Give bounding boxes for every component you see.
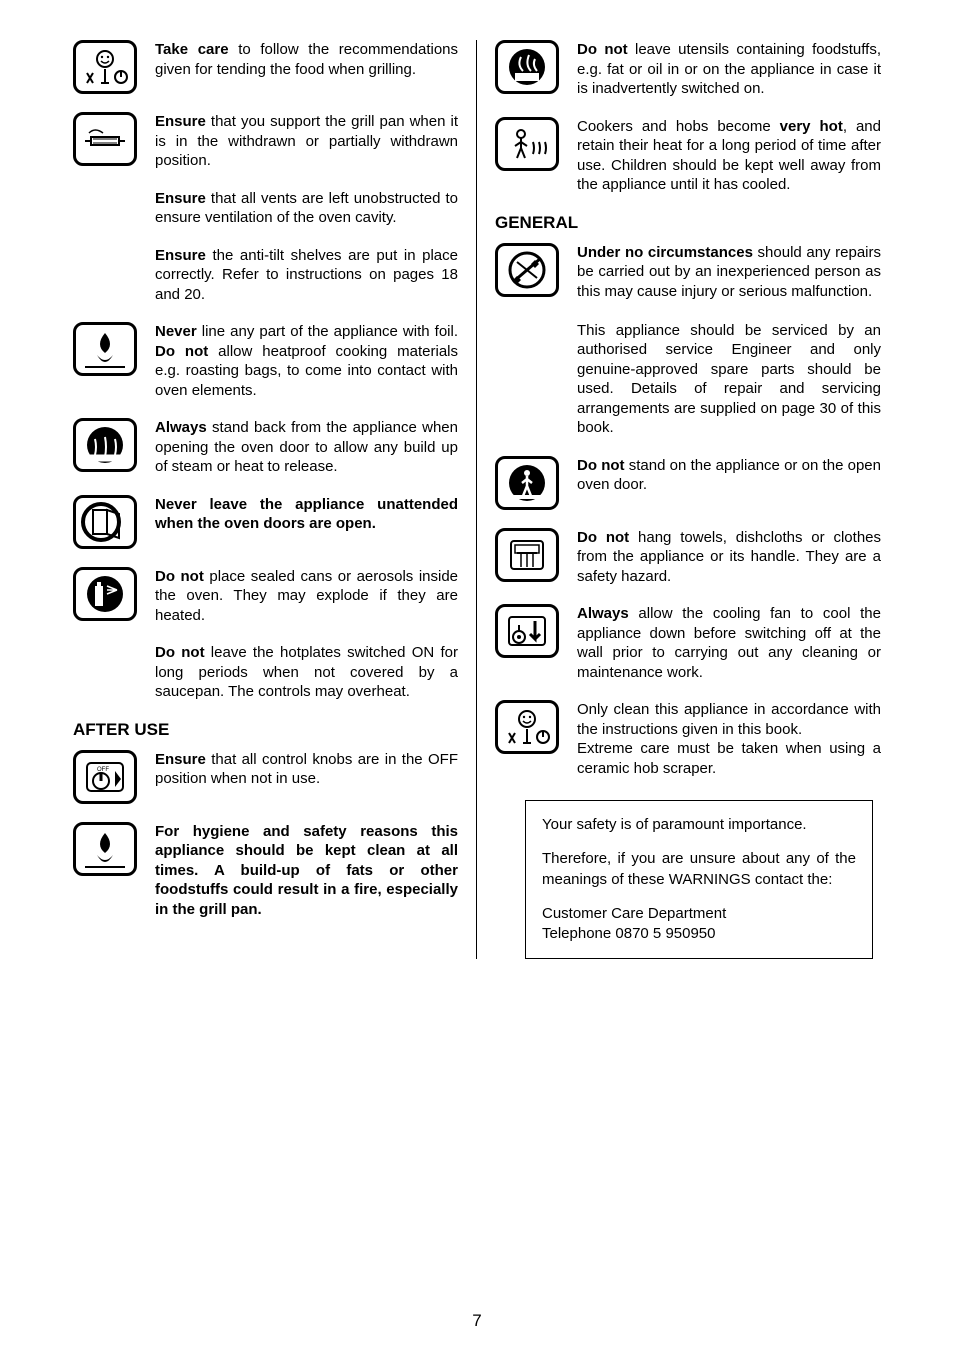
icon-box [73,495,137,549]
right-text: Do not leave utensils containing foodstu… [577,40,881,99]
left-entry: Take care to follow the recommendations … [73,40,458,94]
icon-box [495,700,559,754]
right-text: Cookers and hobs become very hot, and re… [577,117,881,195]
flame-icon [73,322,137,376]
right-column: Do not leave utensils containing foodstu… [477,40,899,959]
icon-box [73,418,137,472]
steam-icon [73,418,137,472]
page-columns: Take care to follow the recommendations … [55,40,899,959]
after-use-heading: AFTER USE [73,720,458,740]
icon-box [73,40,137,94]
left-entry: Ensure that all vents are left unobstruc… [73,189,458,228]
child-hot-icon [495,117,559,171]
after-use-text: For hygiene and safety reasons this appl… [155,822,458,920]
general-entry: Only clean this appliance in accordance … [495,700,881,778]
general-entry: Do not stand on the appliance or on the … [495,456,881,510]
general-text: Do not hang towels, dishcloths or clothe… [577,528,881,587]
icon-box [73,112,137,166]
icon-box [495,117,559,171]
right-entry: Cookers and hobs become very hot, and re… [495,117,881,195]
general-heading: GENERAL [495,213,881,233]
after-use-text: Ensure that all control knobs are in the… [155,750,458,789]
after-use-entry: OFF Ensure that all control knobs are in … [73,750,458,804]
general-text: Only clean this appliance in accordance … [577,700,881,778]
left-text: Ensure that all vents are left unobstruc… [155,189,458,228]
safety-p1: Your safety is of paramount importance. [542,815,856,835]
grill-pan-icon [73,112,137,166]
left-text: Ensure that you support the grill pan wh… [155,112,458,171]
smile-knobs-icon [495,700,559,754]
no-stand-icon [495,456,559,510]
icon-box [73,822,137,876]
towel-icon [495,528,559,582]
general-text: Do not stand on the appliance or on the … [577,456,881,495]
icon-box [495,604,559,658]
aerosol-icon [73,567,137,621]
page-number: 7 [0,1311,954,1331]
left-entry: Ensure that you support the grill pan wh… [73,112,458,171]
general-entry: Under no circumstances should any repair… [495,243,881,438]
left-text: Always stand back from the appliance whe… [155,418,458,477]
icon-box [495,40,559,94]
smile-knobs-icon [73,40,137,94]
left-entry: Never line any part of the appliance wit… [73,322,458,400]
safety-p3: Customer Care DepartmentTelephone 0870 5… [542,904,856,945]
right-entry: Do not leave utensils containing foodstu… [495,40,881,99]
left-text: Never leave the appliance unattended whe… [155,495,458,534]
door-open-icon [73,495,137,549]
icon-slot-empty [73,189,137,190]
icon-box: OFF [73,750,137,804]
off-knob-icon: OFF [73,750,137,804]
icon-box [73,322,137,376]
general-text: Always allow the cooling fan to cool the… [577,604,881,682]
icon-box [495,243,559,297]
icon-slot-empty [73,643,137,644]
left-entry: Always stand back from the appliance whe… [73,418,458,477]
icon-box [495,456,559,510]
after-use-entry: For hygiene and safety reasons this appl… [73,822,458,920]
pot-fire-icon [495,40,559,94]
left-text: Ensure the anti-tilt shelves are put in … [155,246,458,305]
general-entry: Do not hang towels, dishcloths or clothe… [495,528,881,587]
left-entry: Do not place sealed cans or aerosols ins… [73,567,458,626]
safety-box: Your safety is of paramount importance. … [525,800,873,959]
flame-icon [73,822,137,876]
no-tools-icon [495,243,559,297]
left-text: Do not place sealed cans or aerosols ins… [155,567,458,626]
left-entry: Ensure the anti-tilt shelves are put in … [73,246,458,305]
icon-box [73,567,137,621]
safety-p2: Therefore, if you are unsure about any o… [542,849,856,890]
icon-slot-empty [73,246,137,247]
left-text: Take care to follow the recommendations … [155,40,458,79]
svg-text:OFF: OFF [97,767,109,773]
left-entry: Do not leave the hotplates switched ON f… [73,643,458,702]
general-entry: Always allow the cooling fan to cool the… [495,604,881,682]
general-text: Under no circumstances should any repair… [577,243,881,438]
icon-box [495,528,559,582]
left-entry: Never leave the appliance unattended whe… [73,495,458,549]
cool-down-icon [495,604,559,658]
left-text: Do not leave the hotplates switched ON f… [155,643,458,702]
left-text: Never line any part of the appliance wit… [155,322,458,400]
left-column: Take care to follow the recommendations … [55,40,477,959]
